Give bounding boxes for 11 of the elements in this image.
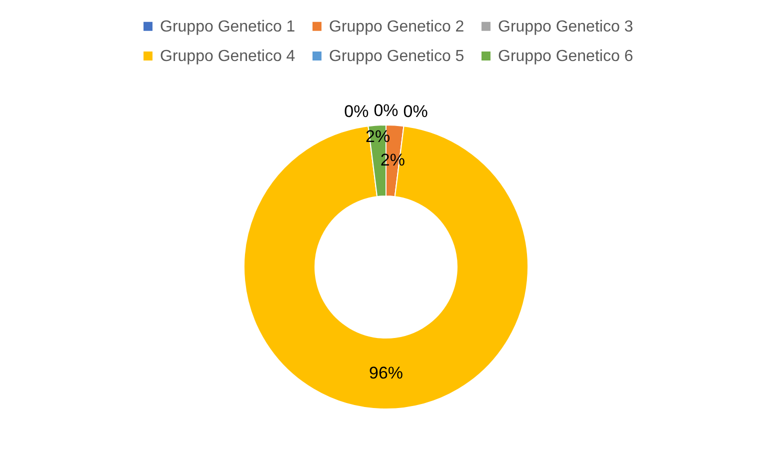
donut-slice <box>244 126 528 410</box>
legend-label: Gruppo Genetico 4 <box>160 48 296 65</box>
text: 0% <box>374 101 398 120</box>
legend-label: Gruppo Genetico 1 <box>160 18 296 36</box>
legend-label: Gruppo Genetico 5 <box>329 48 464 65</box>
text: 0% <box>403 102 428 122</box>
text: 0% <box>344 102 369 122</box>
legend-label: Gruppo Genetico 3 <box>498 18 634 36</box>
data-label: 96% <box>368 364 404 382</box>
legend-label: Gruppo Genetico 2 <box>329 18 464 36</box>
legend-label: Gruppo Genetico 6 <box>498 48 634 65</box>
